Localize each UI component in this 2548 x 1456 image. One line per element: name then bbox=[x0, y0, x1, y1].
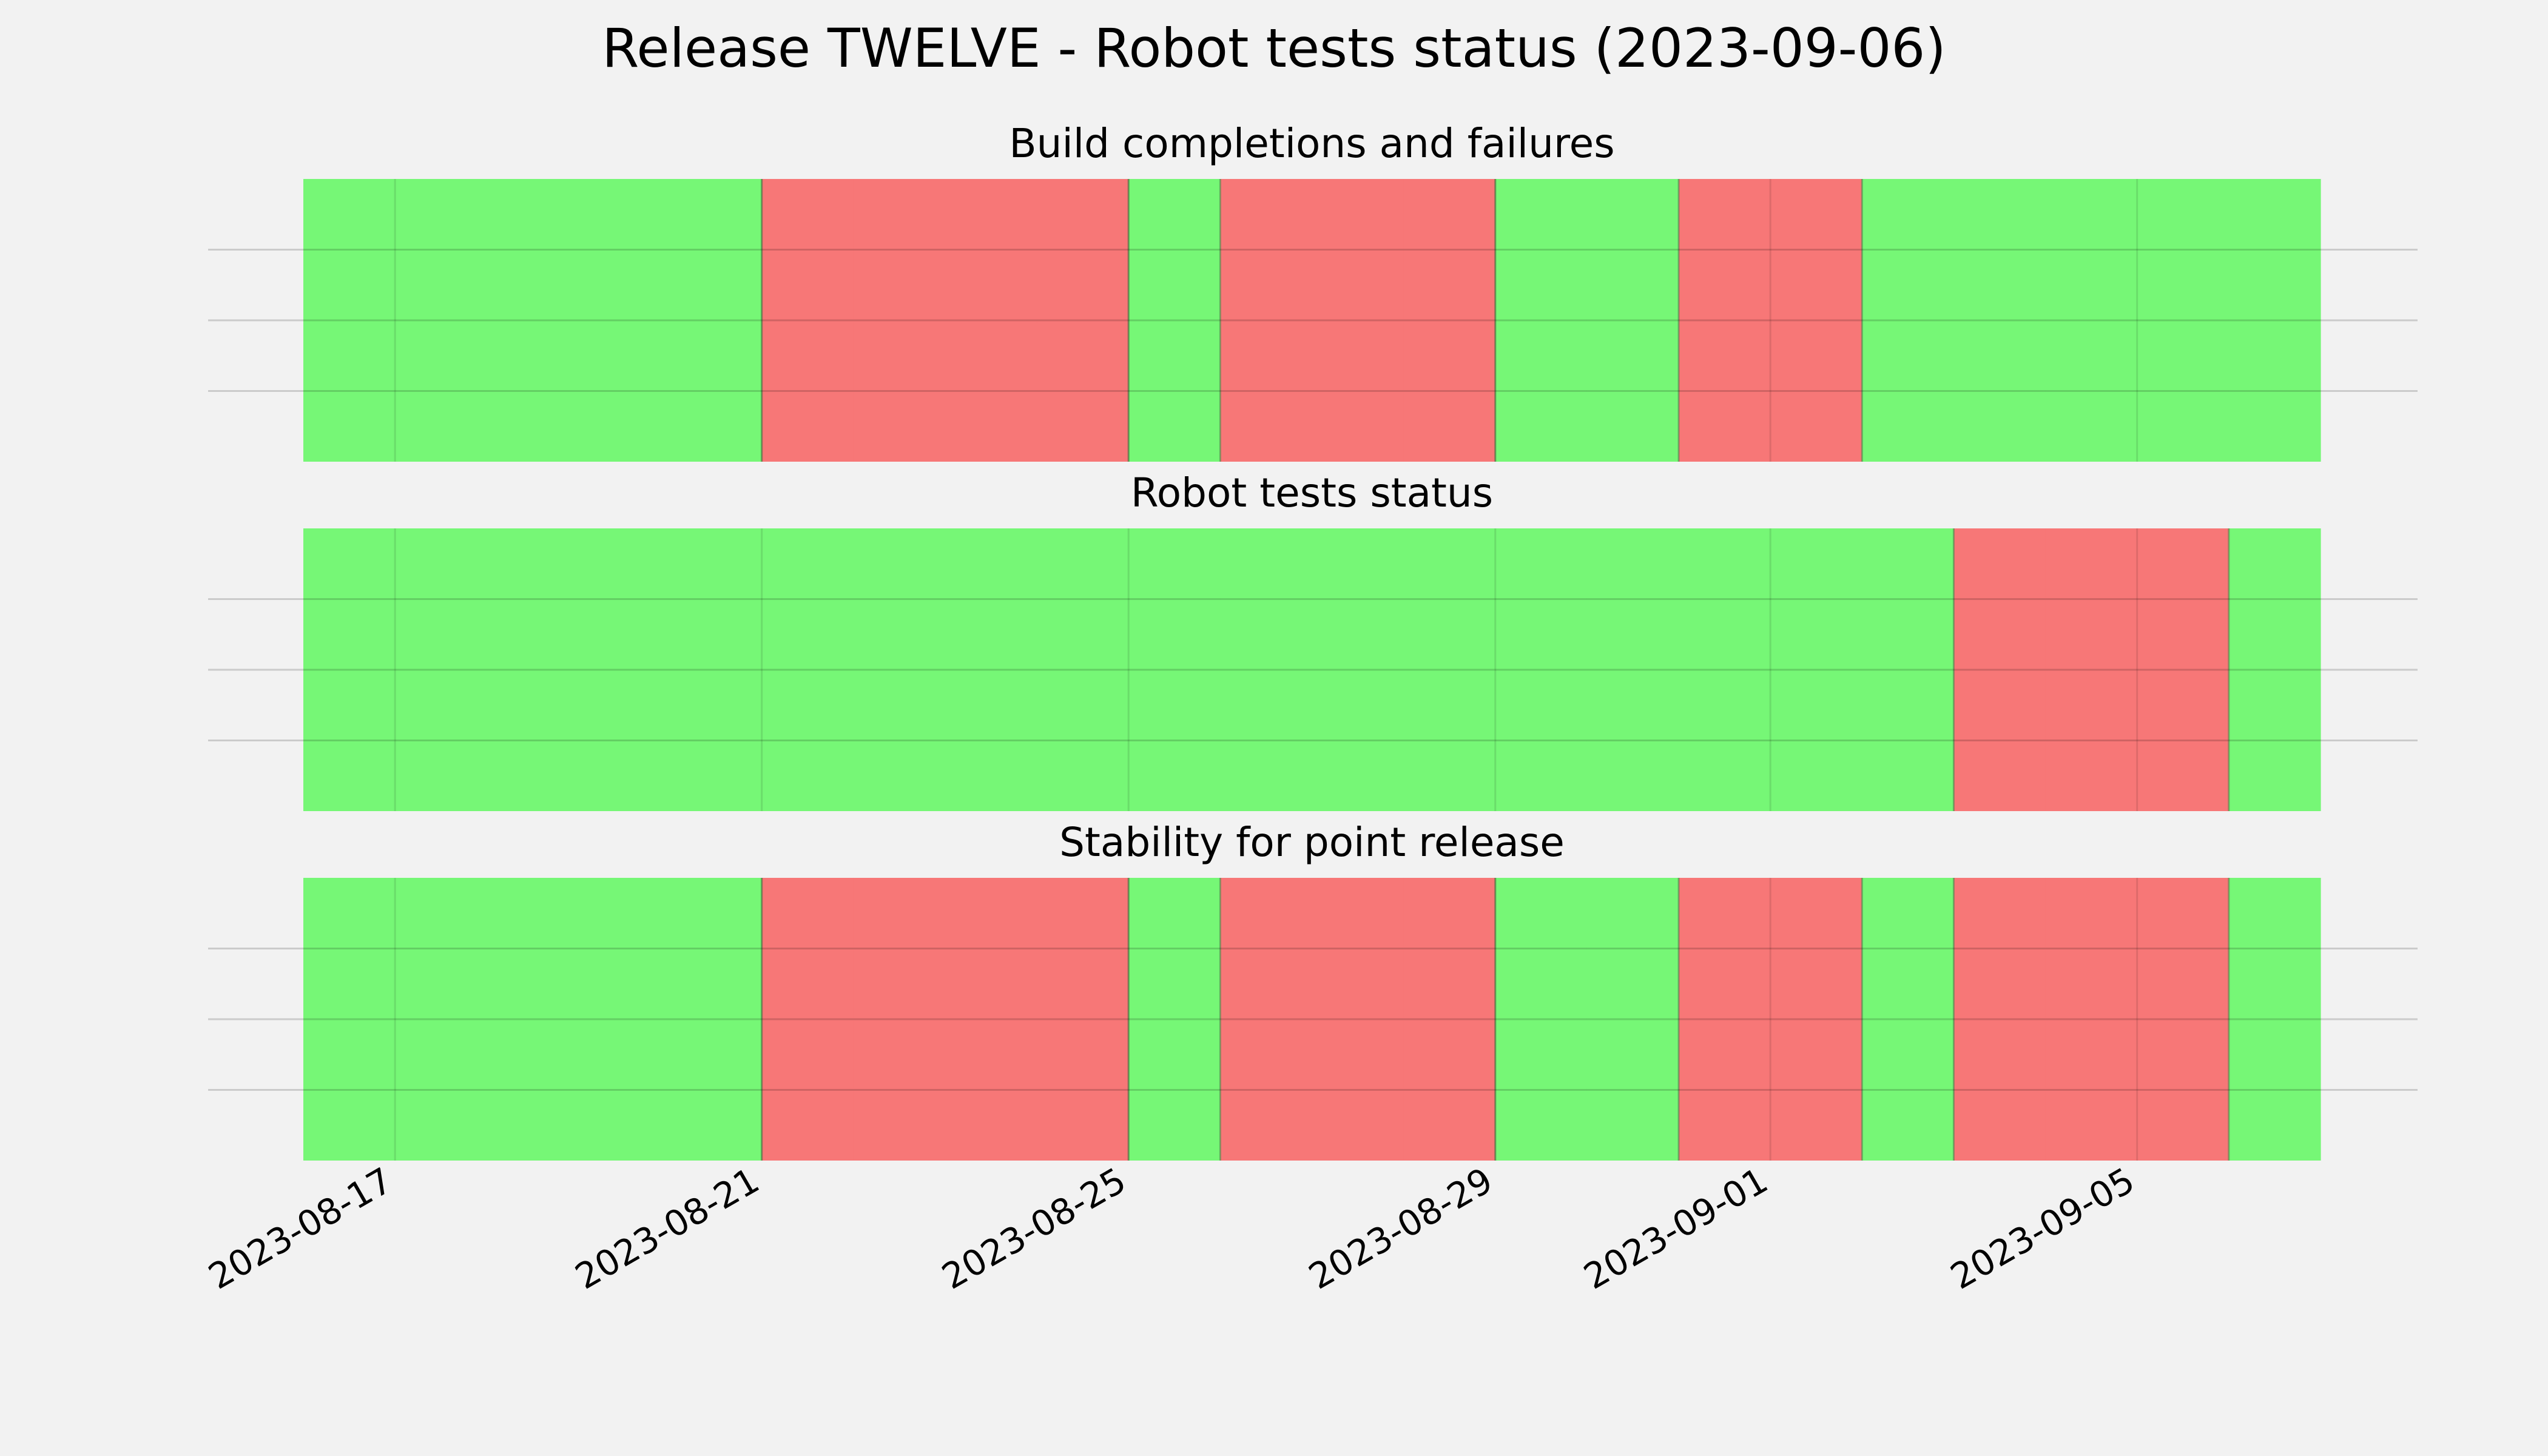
status-bar-pass bbox=[1953, 179, 2046, 462]
status-bar-pass bbox=[1586, 878, 1679, 1161]
status-bar-pass bbox=[578, 528, 671, 811]
status-bar-fail bbox=[1220, 179, 1313, 462]
status-bar-pass bbox=[487, 179, 579, 462]
status-bar-pass bbox=[487, 528, 579, 811]
status-bar-pass bbox=[1495, 878, 1588, 1161]
status-bar-pass bbox=[853, 528, 946, 811]
status-bar-pass bbox=[578, 179, 671, 462]
status-bar-pass bbox=[487, 878, 579, 1161]
status-bar-fail bbox=[1679, 179, 1771, 462]
status-bar-pass bbox=[670, 878, 763, 1161]
status-bar-pass bbox=[2228, 528, 2321, 811]
status-bar-pass bbox=[670, 179, 763, 462]
status-bar-fail bbox=[1403, 179, 1496, 462]
status-bar-pass bbox=[2228, 878, 2321, 1161]
status-bar-pass bbox=[303, 878, 396, 1161]
status-bar-pass bbox=[1862, 179, 1955, 462]
status-bar-pass bbox=[1220, 528, 1313, 811]
status-bar-pass bbox=[1586, 528, 1679, 811]
status-bar-fail bbox=[853, 878, 946, 1161]
status-bar-pass bbox=[1770, 528, 1862, 811]
panel-1: Build completions and failures bbox=[208, 120, 2418, 462]
status-bar-fail bbox=[945, 179, 1037, 462]
status-bar-fail bbox=[1770, 878, 1862, 1161]
status-bar-pass bbox=[1862, 528, 1955, 811]
status-bar-fail bbox=[1220, 878, 1313, 1161]
chart-title: Release TWELVE - Robot tests status (202… bbox=[602, 17, 1946, 79]
status-bar-pass bbox=[578, 878, 671, 1161]
status-bar-pass bbox=[395, 878, 487, 1161]
status-bar-pass bbox=[1128, 528, 1221, 811]
status-bar-pass bbox=[1495, 528, 1588, 811]
status-bar-pass bbox=[1037, 528, 1129, 811]
status-bar-fail bbox=[1403, 878, 1496, 1161]
panel-title: Build completions and failures bbox=[1009, 120, 1614, 167]
status-bar-pass bbox=[1312, 528, 1404, 811]
status-bar-fail bbox=[853, 179, 946, 462]
status-bar-fail bbox=[2137, 878, 2230, 1161]
status-bar-pass bbox=[2137, 179, 2230, 462]
status-bar-pass bbox=[1403, 528, 1496, 811]
status-bar-fail bbox=[1770, 179, 1862, 462]
status-bar-pass bbox=[945, 528, 1037, 811]
status-bar-pass bbox=[1862, 878, 1955, 1161]
status-bar-pass bbox=[761, 528, 854, 811]
status-bar-fail bbox=[1312, 878, 1404, 1161]
status-bar-pass bbox=[1128, 179, 1221, 462]
panel-3: Stability for point release bbox=[208, 819, 2418, 1161]
status-bar-pass bbox=[395, 528, 487, 811]
status-bar-pass bbox=[2228, 179, 2321, 462]
status-bar-pass bbox=[303, 528, 396, 811]
status-bar-fail bbox=[2137, 528, 2230, 811]
status-bar-fail bbox=[761, 878, 854, 1161]
status-bar-fail bbox=[1953, 528, 2046, 811]
panel-title: Robot tests status bbox=[1131, 470, 1493, 516]
panels-group: Build completions and failures Robot test… bbox=[208, 120, 2418, 1161]
status-bar-pass bbox=[2045, 179, 2138, 462]
status-bar-fail bbox=[2045, 528, 2138, 811]
status-bar-pass bbox=[1495, 179, 1588, 462]
status-bar-fail bbox=[945, 878, 1037, 1161]
status-bar-pass bbox=[670, 528, 763, 811]
status-bar-pass bbox=[1679, 528, 1771, 811]
status-bar-fail bbox=[1953, 878, 2046, 1161]
status-bar-fail bbox=[1037, 179, 1129, 462]
status-bar-fail bbox=[2045, 878, 2138, 1161]
status-bar-pass bbox=[1586, 179, 1679, 462]
status-bar-pass bbox=[303, 179, 396, 462]
panel-title: Stability for point release bbox=[1059, 819, 1565, 866]
panel-2: Robot tests status bbox=[208, 470, 2418, 811]
status-bar-pass bbox=[395, 179, 487, 462]
status-bar-fail bbox=[1679, 878, 1771, 1161]
status-bar-fail bbox=[761, 179, 854, 462]
status-bar-pass bbox=[1128, 878, 1221, 1161]
status-bar-fail bbox=[1312, 179, 1404, 462]
status-bar-fail bbox=[1037, 878, 1129, 1161]
